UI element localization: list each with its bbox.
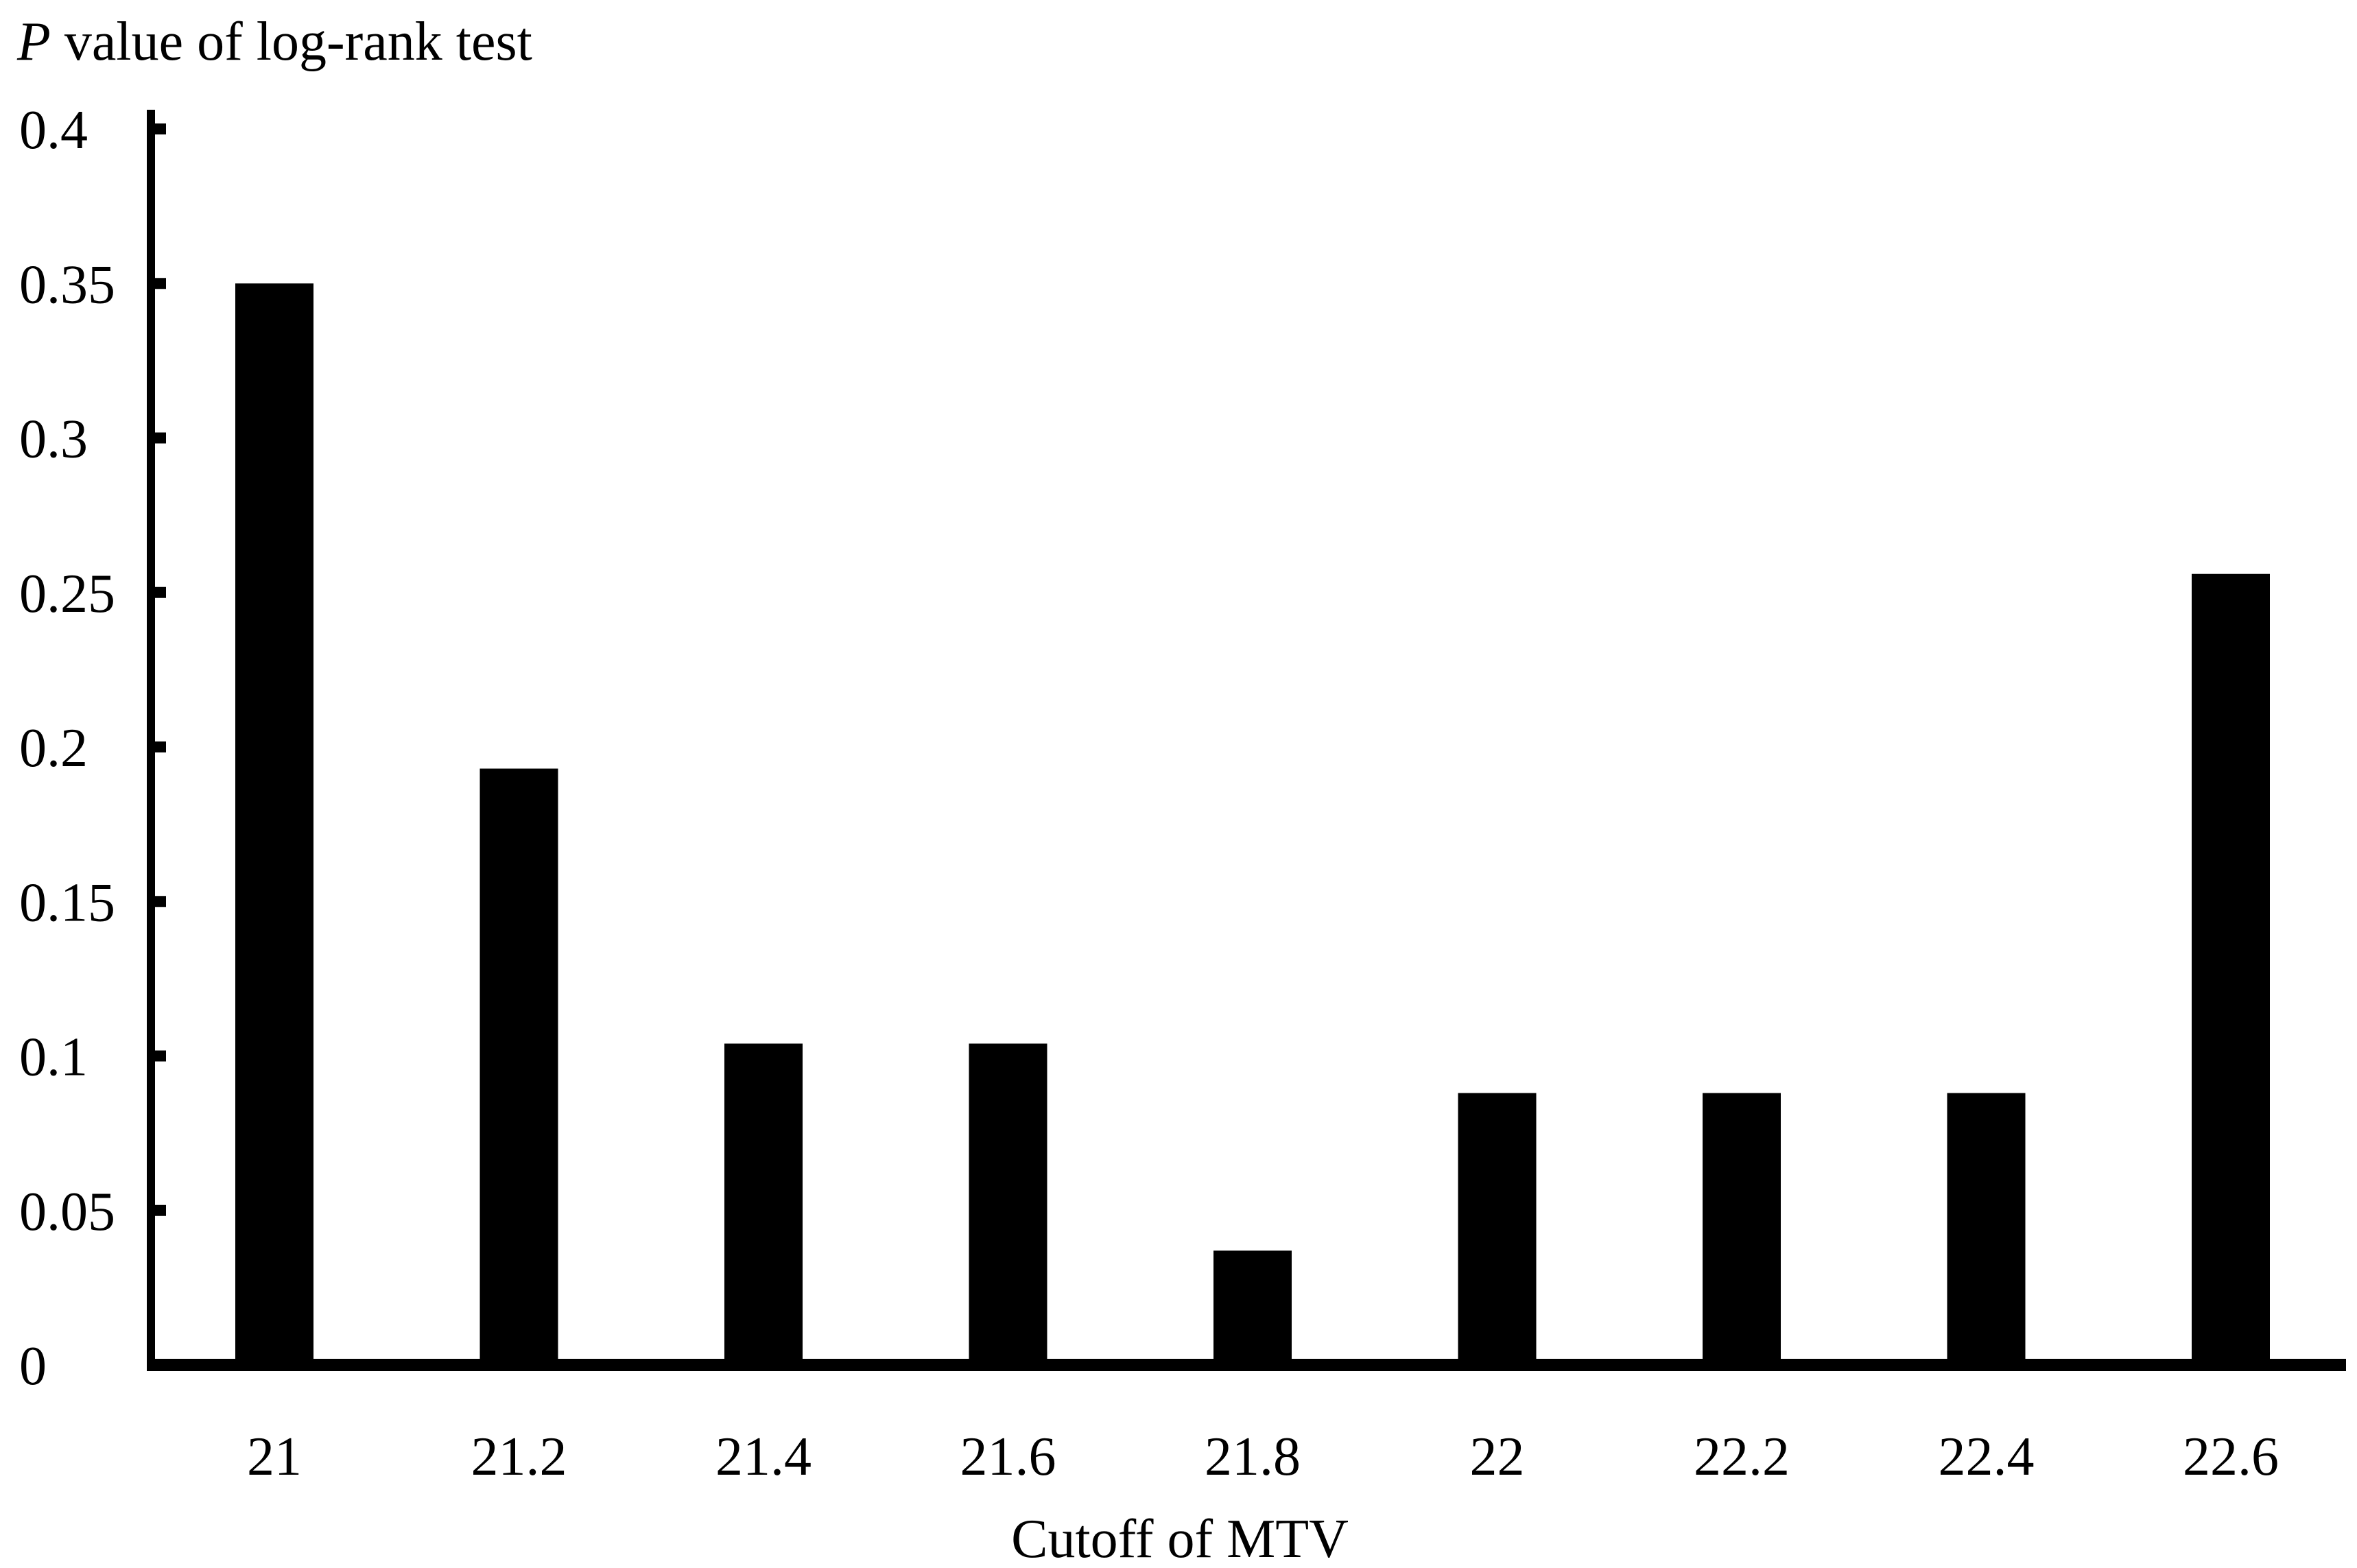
y-tick-label: 0: [19, 1336, 47, 1397]
x-axis: 21 21.2 21.4 21.6 21.8 22 22.2 22.4 22.6: [147, 1359, 2346, 1487]
bar-21: [235, 283, 313, 1365]
bar-21.6: [969, 1043, 1047, 1365]
y-tick-label: 0.4: [19, 100, 88, 161]
x-tick-label: 22.6: [2183, 1427, 2279, 1487]
x-axis-title: Cutoff of MTV: [1011, 1509, 1349, 1565]
y-tick-label: 0.05: [19, 1182, 115, 1242]
x-tick-label: 22.2: [1694, 1427, 1790, 1487]
y-axis-title-rest: value of log-rank test: [51, 12, 532, 72]
bar-21.8: [1213, 1250, 1292, 1365]
y-tick-label: 0.1: [19, 1027, 88, 1088]
x-tick-label: 21.4: [715, 1427, 812, 1487]
y-axis-title-italic: P: [16, 12, 51, 72]
bar-21.2: [479, 768, 558, 1365]
bar-22.6: [2192, 573, 2270, 1365]
x-tick-label: 21.6: [960, 1427, 1056, 1487]
bars: [235, 283, 2270, 1365]
bar-21.4: [724, 1043, 803, 1365]
y-tick-label: 0.3: [19, 409, 88, 470]
y-tick-label: 0.25: [19, 564, 115, 624]
bar-22: [1458, 1093, 1537, 1365]
x-tick-label: 21.2: [471, 1427, 567, 1487]
x-tick-label: 21.8: [1205, 1427, 1301, 1487]
y-axis: 0 0.05 0.1 0.15 0.2 0.25 0.3 0.35 0.4: [19, 100, 166, 1397]
bar-22.2: [1703, 1093, 1781, 1365]
y-tick-label: 0.35: [19, 254, 115, 315]
bar-22.4: [1947, 1093, 2026, 1365]
y-tick-label: 0.15: [19, 872, 115, 933]
x-tick-label: 21: [247, 1427, 302, 1487]
y-axis-title: P value of log-rank test: [16, 12, 532, 72]
x-tick-label: 22: [1470, 1427, 1525, 1487]
x-tick-label: 22.4: [1939, 1427, 2035, 1487]
y-tick-label: 0.2: [19, 718, 88, 779]
